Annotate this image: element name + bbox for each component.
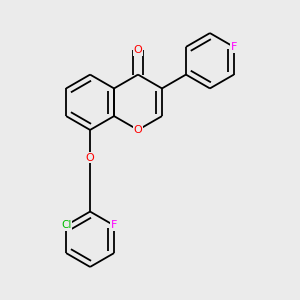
Text: O: O xyxy=(134,125,142,135)
Text: F: F xyxy=(111,220,117,230)
Text: Cl: Cl xyxy=(61,220,71,230)
Text: O: O xyxy=(86,153,94,163)
Text: O: O xyxy=(134,45,142,55)
Text: F: F xyxy=(231,42,237,52)
